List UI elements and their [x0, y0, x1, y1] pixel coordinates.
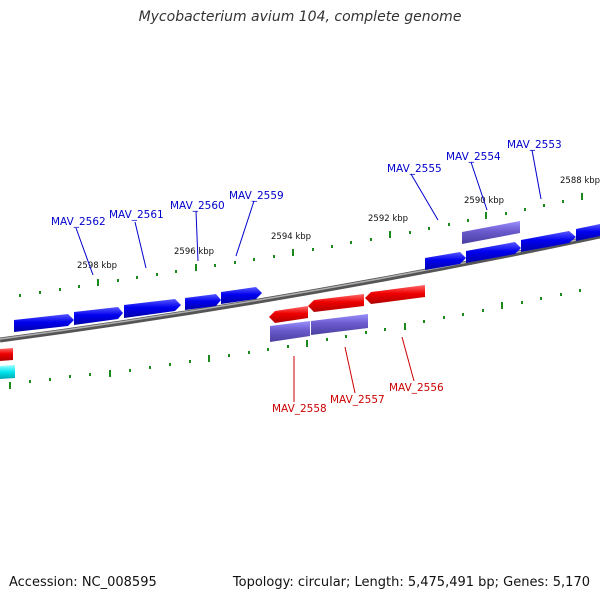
forward-strand	[14, 221, 600, 332]
gene-arrow-left-red[interactable]	[0, 348, 13, 361]
tick-label-2598: 2598 kbp	[77, 261, 117, 271]
gene-arrow-mav2553[interactable]	[521, 231, 576, 252]
tick-row-upper	[19, 193, 583, 297]
genome-summary-text: Topology: circular; Length: 5,475,491 bp…	[232, 575, 590, 590]
tick-labels: 2598 kbp 2596 kbp 2594 kbp 2592 kbp 2590…	[77, 176, 600, 271]
gene-label-mav2557: MAV_2557	[330, 394, 385, 406]
gene-arrow-mav2556[interactable]	[365, 285, 425, 304]
label-leaders	[75, 149, 542, 402]
reverse-strand	[0, 285, 425, 379]
gene-arrow-mav2557[interactable]	[308, 294, 364, 312]
gene-arrow-mav2559[interactable]	[221, 287, 262, 304]
gene-label-mav2555: MAV_2555	[387, 163, 442, 175]
gene-label-mav2553: MAV_2553	[507, 139, 562, 151]
tick-row-lower	[9, 289, 581, 389]
gene-arrow-mav2559a[interactable]	[185, 294, 221, 310]
gene-label-mav2561: MAV_2561	[109, 209, 164, 221]
gene-label-mav2556: MAV_2556	[389, 382, 444, 394]
gene-arrow-mav2554b[interactable]	[466, 242, 521, 263]
gene-arrow-mav2557b[interactable]	[311, 314, 368, 335]
gene-label-mav2554: MAV_2554	[446, 151, 501, 163]
tick-label-2588: 2588 kbp	[560, 176, 600, 186]
gene-arrow-mav2561[interactable]	[74, 307, 123, 325]
tick-label-2594: 2594 kbp	[271, 232, 311, 242]
tick-label-2592: 2592 kbp	[368, 214, 408, 224]
gene-label-mav2559: MAV_2559	[229, 190, 284, 202]
gene-label-mav2560: MAV_2560	[170, 200, 225, 212]
tick-label-2596: 2596 kbp	[174, 247, 214, 257]
gene-arrow-mav2558b[interactable]	[270, 321, 310, 342]
gene-label-mav2558: MAV_2558	[272, 403, 327, 415]
gene-arrow-mav2554[interactable]	[462, 221, 520, 244]
gene-arrow-edge[interactable]	[576, 224, 600, 241]
gene-label-mav2562: MAV_2562	[51, 216, 106, 228]
gene-labels: MAV_2562 MAV_2561 MAV_2560 MAV_2559 MAV_…	[51, 139, 562, 415]
gene-arrow-mav2560[interactable]	[124, 299, 181, 318]
feature-left-cyan[interactable]	[0, 365, 15, 379]
map-title: Mycobacterium avium 104, complete genome	[138, 9, 462, 25]
genome-backbone	[0, 233, 600, 343]
gene-arrow-mav2558[interactable]	[269, 306, 308, 323]
accession-text: Accession: NC_008595	[9, 575, 157, 590]
gene-arrow-mav2555[interactable]	[425, 252, 466, 270]
gene-arrow-mav2562[interactable]	[14, 314, 74, 332]
